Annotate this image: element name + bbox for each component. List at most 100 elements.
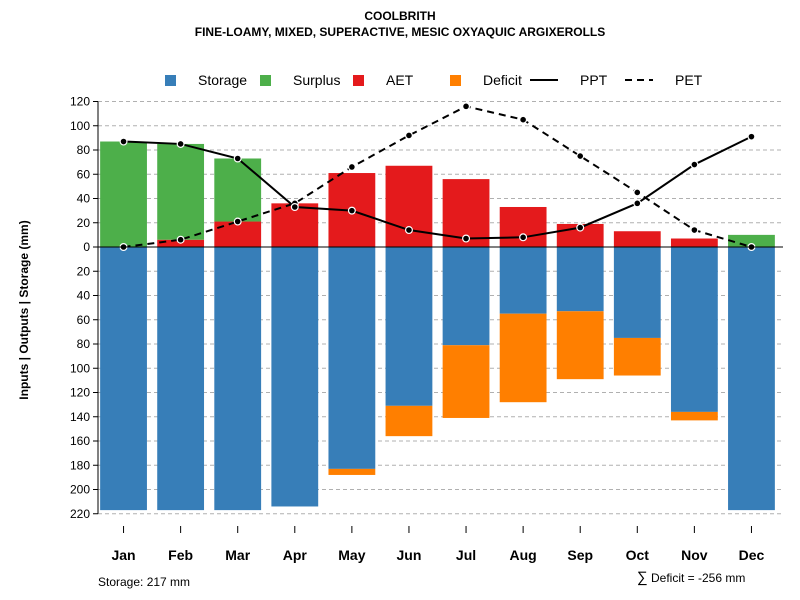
ppt-point <box>233 154 242 163</box>
y-tick-label: 60 <box>77 167 91 181</box>
storage-bar <box>442 247 490 346</box>
storage-bar <box>328 247 376 469</box>
storage-bar <box>613 247 661 338</box>
x-tick-label: Sep <box>567 547 593 563</box>
ppt-point <box>176 139 185 148</box>
aet-bar <box>385 165 433 247</box>
y-tick-label: 140 <box>70 410 90 424</box>
x-tick-label: Jan <box>111 547 135 563</box>
deficit-bar <box>442 345 490 418</box>
ppt-point <box>747 132 756 141</box>
legend-label-ppt: PPT <box>580 72 608 88</box>
aet-bar <box>613 231 661 247</box>
pet-point <box>347 162 356 171</box>
ppt-point <box>633 199 642 208</box>
storage-bar <box>157 247 205 511</box>
y-tick-label: 200 <box>70 483 90 497</box>
storage-bar <box>556 247 604 312</box>
surplus-bar <box>157 143 205 240</box>
storage-bar <box>271 247 319 507</box>
deficit-bar <box>613 337 661 376</box>
surplus-bar <box>100 141 147 247</box>
x-tick-label: Feb <box>168 547 193 563</box>
legend-label-storage: Storage <box>198 72 247 88</box>
x-tick-label: Aug <box>510 547 537 563</box>
y-tick-label: 80 <box>77 337 91 351</box>
ppt-line <box>123 135 752 240</box>
y-tick-label: 20 <box>77 216 91 230</box>
pet-point <box>690 226 699 235</box>
ppt-point <box>519 233 528 242</box>
deficit-bar <box>499 313 547 403</box>
ppt-point <box>404 226 413 235</box>
y-tick-label: 220 <box>70 507 90 521</box>
storage-bar <box>499 247 547 314</box>
storage-bar <box>385 247 433 406</box>
y-tick-label: 120 <box>70 95 90 109</box>
bars <box>100 141 775 511</box>
legend-swatch-deficit <box>450 75 461 86</box>
deficit-note: Deficit = -256 mm <box>651 571 745 585</box>
storage-bar <box>728 247 775 511</box>
legend-swatch-surplus <box>260 75 271 86</box>
pet-point <box>462 102 471 111</box>
x-tick-label: Jun <box>397 547 422 563</box>
legend-swatch-storage <box>165 75 176 86</box>
ppt-point <box>462 234 471 243</box>
legend-swatch-aet <box>353 75 364 86</box>
surplus-bar <box>214 158 262 222</box>
deficit-sum-icon: ∑ <box>637 569 648 586</box>
y-tick-label: 60 <box>77 313 91 327</box>
legend-label-pet: PET <box>675 72 703 88</box>
pet-line <box>123 105 752 248</box>
x-tick-label: Nov <box>681 547 708 563</box>
gridlines <box>98 101 783 515</box>
legend-label-surplus: Surplus <box>293 72 340 88</box>
deficit-bar <box>328 468 376 475</box>
storage-bar <box>670 247 718 412</box>
ppt-point <box>576 223 585 232</box>
pet-point <box>404 131 413 140</box>
aet-bar <box>670 238 718 247</box>
x-tick-label: Apr <box>283 547 308 563</box>
y-tick-label: 180 <box>70 458 90 472</box>
axes: 1201008060402002040608010012014016018020… <box>70 95 783 563</box>
y-tick-label: 40 <box>77 192 91 206</box>
pet-point <box>519 115 528 124</box>
storage-bar <box>100 247 147 511</box>
chart-subtitle: FINE-LOAMY, MIXED, SUPERACTIVE, MESIC OX… <box>195 25 606 39</box>
legend-label-aet: AET <box>386 72 414 88</box>
y-tick-label: 160 <box>70 434 90 448</box>
x-tick-label: May <box>338 547 365 563</box>
y-tick-label: 100 <box>70 119 90 133</box>
y-tick-label: 80 <box>77 143 91 157</box>
y-tick-label: 100 <box>70 361 90 375</box>
x-tick-label: Oct <box>626 547 650 563</box>
storage-bar <box>214 247 262 511</box>
pet-point <box>176 235 185 244</box>
deficit-bar <box>385 405 433 437</box>
storage-note: Storage: 217 mm <box>98 575 190 589</box>
x-tick-label: Dec <box>739 547 765 563</box>
x-tick-label: Mar <box>225 547 250 563</box>
ppt-point <box>347 206 356 215</box>
y-tick-label: 40 <box>77 289 91 303</box>
chart-title: COOLBRITH <box>364 9 435 23</box>
y-tick-label: 20 <box>77 264 91 278</box>
deficit-bar <box>670 411 718 421</box>
y-tick-label: 120 <box>70 386 90 400</box>
series-lines <box>119 102 756 252</box>
pet-point <box>576 152 585 161</box>
ppt-point <box>119 137 128 146</box>
pet-point <box>233 217 242 226</box>
y-axis-label: Inputs | Outputs | Storage (mm) <box>17 220 31 399</box>
legend-label-deficit: Deficit <box>483 72 522 88</box>
x-tick-label: Jul <box>456 547 476 563</box>
ppt-point <box>690 160 699 169</box>
pet-point <box>633 188 642 197</box>
deficit-bar <box>556 311 604 380</box>
y-tick-label: 0 <box>83 240 90 254</box>
ppt-point <box>290 202 299 211</box>
legend: Storage Surplus AET Deficit PPT PET <box>165 72 703 88</box>
